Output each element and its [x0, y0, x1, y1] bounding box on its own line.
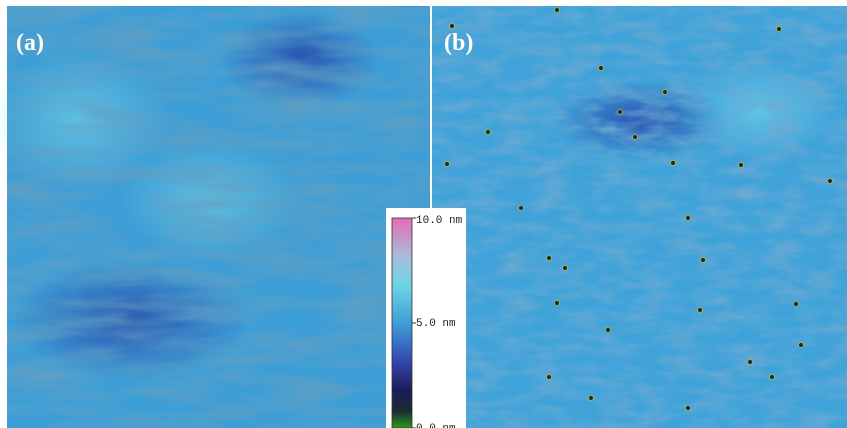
figure: (a) (b) 10.0 nm 5.0 nm 0.0 nm: [0, 0, 847, 428]
colorbar: 10.0 nm 5.0 nm 0.0 nm: [386, 208, 466, 428]
panel-label: (b): [444, 30, 473, 56]
colorbar-tick-label: 0.0 nm: [416, 423, 456, 428]
colorbar-tick-label: 10.0 nm: [416, 215, 463, 227]
panel-label: (a): [16, 30, 44, 56]
colorbar-tick-label: 5.0 nm: [416, 318, 456, 330]
panel-b: (b): [432, 6, 847, 428]
colorbar-gradient: [392, 218, 412, 428]
panel-a: (a): [0, 6, 430, 428]
